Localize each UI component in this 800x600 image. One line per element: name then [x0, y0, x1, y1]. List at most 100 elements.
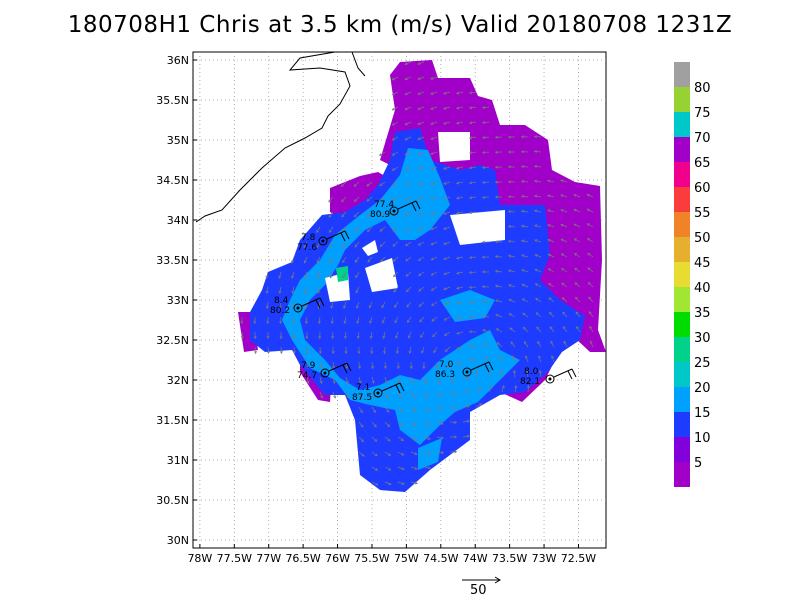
wind-arrow — [509, 313, 516, 318]
wind-arrow-head — [374, 453, 378, 457]
wind-arrow-head — [466, 434, 471, 438]
wind-arrow — [330, 301, 334, 309]
wind-arrow-head — [417, 212, 421, 216]
wind-arrow-head — [521, 254, 525, 258]
wind-arrow — [430, 106, 438, 110]
wind-arrow-head — [354, 244, 358, 248]
wind-arrow-head — [494, 135, 498, 139]
wind-arrow-head — [466, 419, 471, 423]
wind-arrow-head — [354, 229, 358, 233]
wind-arrow — [392, 91, 399, 96]
wind-arrow — [354, 226, 360, 233]
wind-arrow-head — [466, 404, 471, 408]
wind-arrow — [417, 76, 425, 80]
station-marker-center — [376, 391, 380, 395]
wind-arrow-head — [443, 257, 447, 260]
wind-arrow-head — [430, 122, 434, 125]
wind-arrow — [405, 211, 412, 216]
wind-arrow — [430, 166, 438, 170]
wind-arrow — [357, 316, 360, 324]
wind-arrow — [588, 296, 594, 303]
wind-arrow — [590, 340, 594, 348]
wind-arrow — [371, 361, 374, 369]
wind-arrow — [495, 299, 503, 303]
wind-arrow — [534, 254, 542, 258]
station-barb-feather — [415, 200, 421, 210]
wind-arrow-head — [329, 275, 333, 279]
wind-arrow-head — [404, 228, 409, 231]
wind-arrow-head — [292, 351, 296, 355]
wind-arrow-head — [318, 336, 322, 340]
wind-arrow — [358, 376, 362, 384]
wind-arrow — [482, 166, 490, 169]
wind-arrow-head — [340, 184, 344, 188]
wind-arrow — [526, 370, 529, 378]
wind-arrow — [482, 315, 490, 318]
region-15ms — [282, 148, 520, 445]
wind-arrow — [469, 286, 477, 288]
wind-arrow-head — [453, 392, 457, 396]
wind-arrow-head — [520, 165, 524, 169]
wind-arrow-head — [414, 466, 418, 470]
wind-arrow — [369, 316, 373, 324]
colorbar-swatch — [674, 437, 690, 462]
wind-arrow — [433, 346, 438, 353]
wind-arrow-head — [439, 393, 443, 397]
wind-arrow — [370, 331, 373, 339]
reference-vector-label: 50 — [470, 583, 487, 598]
gap-center — [365, 258, 398, 292]
lat-tick-label: 31N — [167, 454, 189, 467]
wind-arrow-head — [417, 182, 421, 186]
wind-arrow — [423, 406, 430, 412]
wind-arrow-head — [507, 195, 511, 199]
station-barb — [328, 362, 348, 372]
wind-arrow-head — [560, 209, 564, 212]
wind-arrow-head — [400, 423, 404, 427]
wind-arrow — [384, 376, 388, 384]
wind-arrow — [560, 209, 568, 213]
wind-arrow-head — [494, 165, 498, 169]
wind-arrow — [521, 254, 529, 258]
wind-arrow-head — [391, 107, 395, 111]
wind-arrow-head — [353, 183, 357, 187]
wind-arrow-head — [412, 394, 415, 399]
wind-arrow — [436, 451, 444, 454]
wind-arrow — [404, 91, 412, 95]
wind-arrow — [405, 241, 412, 246]
wind-arrow — [508, 299, 516, 303]
wind-arrow — [574, 253, 581, 258]
wind-arrow-head — [443, 166, 447, 170]
wind-arrow-head — [468, 344, 473, 348]
wind-arrow — [462, 420, 470, 423]
wind-arrow-head — [417, 137, 421, 141]
wind-arrow — [382, 316, 386, 324]
wind-arrow — [380, 241, 386, 247]
wind-arrow — [563, 326, 568, 333]
wind-arrow-head — [356, 320, 360, 324]
colorbar-label: 60 — [694, 181, 711, 196]
wind-arrow-head — [395, 350, 399, 355]
wind-arrow — [344, 316, 347, 324]
wind-arrow — [371, 436, 377, 442]
wind-arrow — [291, 256, 295, 264]
wind-arrow — [443, 241, 451, 245]
wind-arrow-head — [508, 284, 512, 288]
wind-arrow — [574, 238, 581, 243]
wind-arrow-head — [562, 311, 566, 315]
wind-arrow-head — [479, 403, 483, 407]
wind-arrow-head — [360, 439, 364, 443]
wind-arrow-head — [330, 320, 334, 325]
wind-arrow — [354, 211, 360, 217]
wind-arrow — [510, 341, 516, 348]
colorbar-label: 30 — [694, 331, 711, 346]
wind-arrow-head — [328, 229, 332, 233]
wind-arrow — [534, 239, 542, 243]
wind-arrow — [397, 406, 403, 413]
wind-arrow — [430, 151, 438, 155]
wind-arrow-head — [538, 369, 542, 374]
station-marker — [545, 374, 555, 384]
wind-arrow — [371, 391, 376, 399]
wind-arrow-head — [391, 77, 395, 81]
wind-arrow — [409, 346, 412, 354]
wind-arrow-head — [443, 121, 447, 125]
